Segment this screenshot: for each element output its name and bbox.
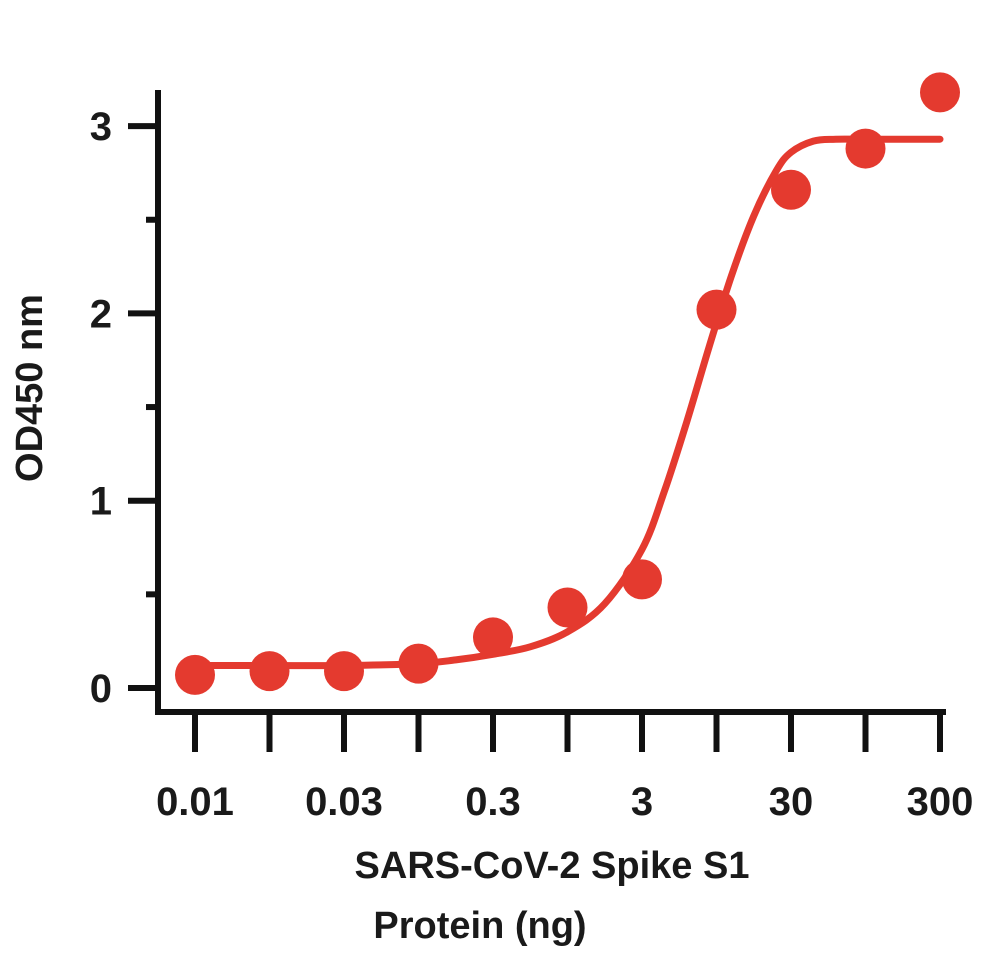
data-point <box>175 654 215 695</box>
y-tick-label: 1 <box>90 480 112 524</box>
y-tick-label: 3 <box>90 105 112 149</box>
y-tick-label: 2 <box>90 292 112 336</box>
x-tick-label: 30 <box>769 780 814 824</box>
data-point <box>398 643 439 684</box>
data-point <box>547 587 588 628</box>
data-point <box>249 651 290 692</box>
fit-curve-line <box>191 135 944 670</box>
x-tick-label: 300 <box>907 780 974 824</box>
data-point <box>324 651 364 692</box>
data-point <box>920 72 960 113</box>
data-point <box>696 289 737 330</box>
x-tick-label: 0.03 <box>305 780 383 824</box>
data-point <box>845 128 886 169</box>
y-axis-title: OD450 nm <box>9 294 51 482</box>
x-tick-label: 3 <box>631 780 653 824</box>
x-tick-label: 0.01 <box>156 780 234 824</box>
data-point <box>473 617 513 658</box>
y-tick-label: 0 <box>90 667 112 711</box>
x-tick-labels: 0.01 0.03 0.3 3 30 300 <box>156 780 973 824</box>
x-tick-label: 0.3 <box>465 780 521 824</box>
data-point <box>622 559 662 600</box>
fit-curve-layer <box>191 135 944 670</box>
axes <box>128 90 946 752</box>
x-axis-title-line2: Protein (ng) <box>373 905 586 947</box>
data-points-layer <box>175 72 960 695</box>
y-tick-labels: 0 1 2 3 <box>90 105 112 711</box>
data-point <box>771 169 811 210</box>
x-axis-title-line1: SARS-CoV-2 Spike S1 <box>355 845 750 887</box>
